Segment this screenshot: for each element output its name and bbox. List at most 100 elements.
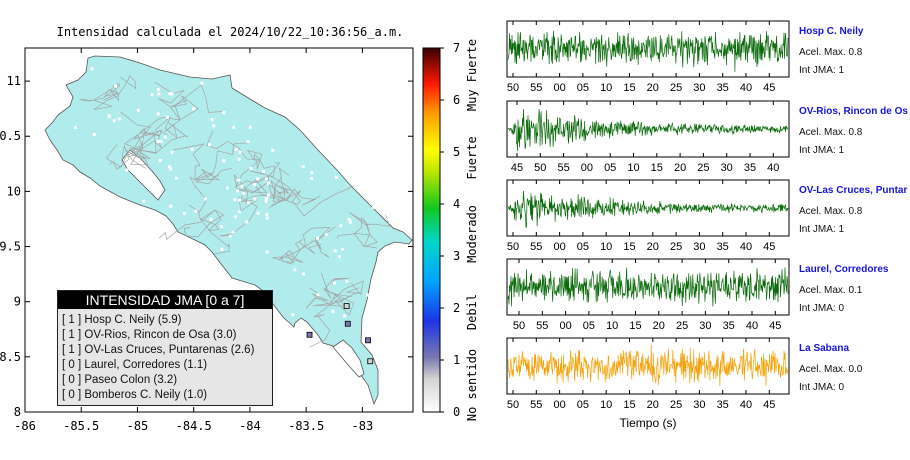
road-node [233, 198, 237, 202]
road [183, 209, 225, 238]
legend-item: [ 0 ] Laurel, Corredores (1.1) [62, 359, 208, 371]
road-node [339, 224, 343, 228]
jma-label: Int JMA: 1 [799, 224, 844, 235]
road-node [234, 148, 238, 151]
time-tick-label: 45 [763, 241, 775, 253]
road-node [310, 171, 314, 175]
road-node [234, 215, 238, 219]
colorbar-tick-label: 7 [453, 41, 460, 55]
colorbar-category-label: Moderado [465, 205, 479, 263]
road [109, 75, 137, 95]
road [349, 212, 390, 236]
time-tick-label: 10 [600, 82, 612, 94]
intensity-legend: INTENSIDAD JMA [0 a 7] [ 1 ] Hosp C. Nei… [57, 290, 273, 406]
time-tick-label: 35 [717, 399, 729, 411]
road-node [192, 107, 196, 111]
road-node [163, 135, 167, 139]
road-node [90, 67, 94, 71]
colorbar-category-label: No sentido [465, 349, 479, 421]
waveform-trace [507, 108, 789, 152]
y-tick-label: 8 [14, 405, 21, 419]
road-nodes [72, 51, 417, 326]
road-node [332, 281, 336, 285]
road [199, 209, 230, 255]
legend-item: [ 0 ] Bomberos C. Neily (1.0) [62, 389, 208, 401]
road-node [246, 201, 250, 205]
road [206, 130, 261, 161]
road [235, 159, 281, 201]
time-tick-label: 50 [507, 82, 519, 94]
accel-max-label: Acel. Max. 0.0 [799, 364, 863, 375]
road-node [414, 258, 417, 261]
road-node [238, 198, 241, 202]
time-tick-label: 25 [670, 82, 682, 94]
time-tick-label: 20 [653, 320, 665, 332]
colorbar-tick-label: 2 [453, 301, 460, 315]
road-node [393, 265, 397, 269]
road-node [220, 247, 224, 251]
road-node [158, 159, 162, 162]
time-tick-label: 25 [670, 241, 682, 253]
road-node [253, 197, 257, 201]
road [353, 232, 378, 249]
road-node [245, 220, 249, 224]
time-tick-label: 30 [693, 241, 705, 253]
map-x-axis: -86 -85.5 -85 -84.5 -84 -83.5 -83 [14, 48, 373, 433]
jma-label: Int JMA: 0 [799, 303, 844, 314]
legend-item: [ 1 ] OV-Rios, Rincon de Osa (3.0) [62, 329, 237, 341]
road-node [345, 279, 349, 283]
time-tick-label: 30 [693, 82, 705, 94]
road-node [249, 166, 253, 170]
road [284, 188, 321, 206]
road-node [253, 183, 256, 187]
time-tick-label: 20 [674, 162, 686, 174]
time-tick-label: 30 [721, 162, 733, 174]
station-name: La Sabana [799, 343, 849, 354]
road-node [226, 186, 229, 190]
road-node [316, 293, 320, 297]
road-node [114, 84, 117, 88]
station-name: Laurel, Corredores [799, 264, 889, 275]
road-node [174, 176, 178, 180]
road-node [222, 111, 226, 115]
road-node [107, 114, 111, 118]
time-tick-label: 25 [697, 162, 709, 174]
road-node [348, 220, 352, 224]
road-node [72, 52, 76, 56]
time-tick-label: 35 [744, 162, 756, 174]
road-node [331, 309, 335, 313]
x-tick-label: -83.5 [288, 419, 324, 433]
road [272, 167, 290, 203]
colorbar-category-label: Debil [465, 294, 479, 330]
road-node [266, 181, 270, 185]
time-tick-label: 40 [740, 82, 752, 94]
road [174, 84, 225, 121]
time-tick-label: 55 [530, 82, 542, 94]
time-tick-label: 50 [507, 241, 519, 253]
road-node [112, 119, 116, 123]
time-tick-label: 40 [767, 162, 779, 174]
road-node [165, 115, 169, 119]
time-tick-label: 15 [651, 162, 663, 174]
jma-label: Int JMA: 1 [799, 65, 844, 76]
waveform-trace [507, 30, 789, 72]
road [299, 237, 330, 258]
jma-label: Int JMA: 1 [799, 145, 844, 156]
road-node [156, 88, 160, 92]
colorbar-category-label: Muy Fuerte [465, 39, 479, 111]
road-node [237, 178, 241, 182]
road [154, 116, 181, 139]
time-tick-label: 30 [693, 399, 705, 411]
time-tick-label: 50 [513, 320, 525, 332]
road [268, 177, 286, 209]
colorbar-tick-label: 4 [453, 197, 460, 211]
time-tick-label: 40 [740, 241, 752, 253]
road [158, 209, 216, 241]
road [197, 209, 222, 232]
time-tick-label: 50 [507, 399, 519, 411]
accel-max-label: Acel. Max. 0.8 [799, 206, 863, 217]
road-node [236, 189, 240, 193]
time-tick-label: 25 [676, 320, 688, 332]
road [246, 149, 263, 170]
